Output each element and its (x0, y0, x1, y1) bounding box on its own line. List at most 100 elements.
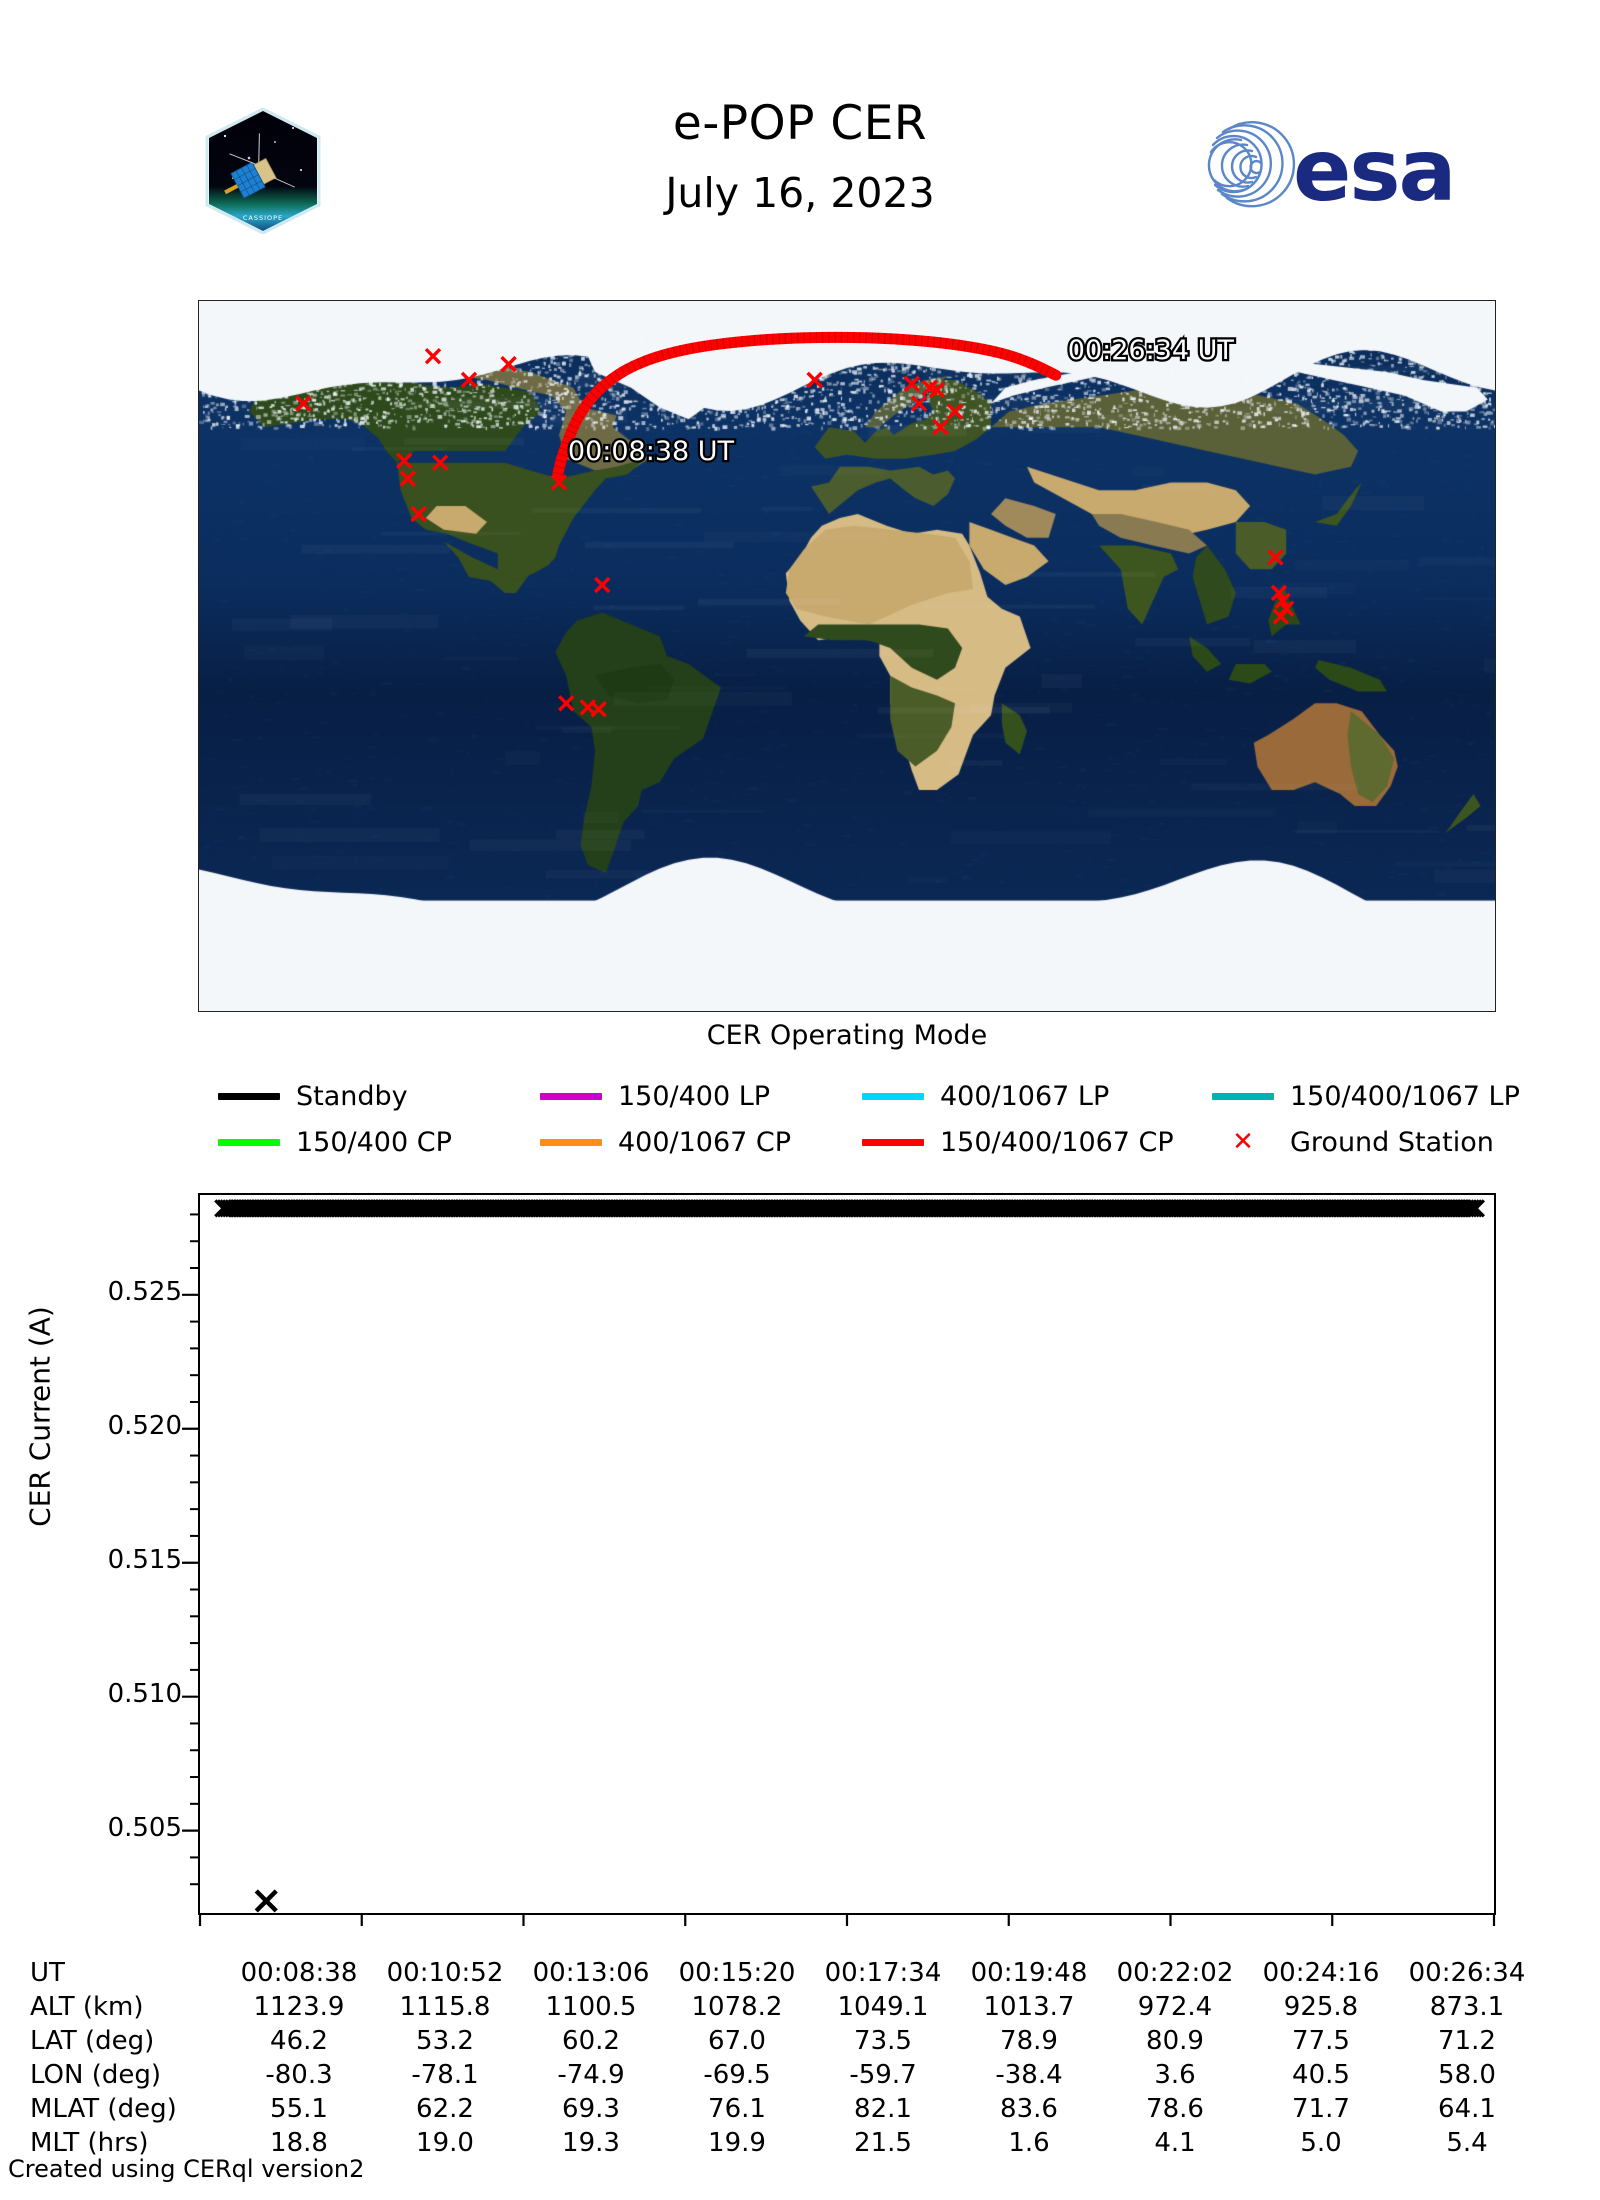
table-cell: 69.3 (518, 2092, 664, 2126)
legend-color-swatch (862, 1139, 924, 1146)
table-cell: 77.5 (1248, 2024, 1394, 2058)
cassiope-mission-logo-icon: CASSIOPE (205, 108, 321, 234)
table-cell: 19.0 (372, 2126, 518, 2160)
table-cell: 00:22:02 (1102, 1956, 1248, 1990)
table-cell: 4.1 (1102, 2126, 1248, 2160)
table-cell: 00:17:34 (810, 1956, 956, 1990)
table-row: ALT (km) 1123.9 1115.8 1100.5 1078.2 1049.1 10… (30, 1990, 1540, 2024)
ground-station-marker-icon (559, 696, 573, 710)
ground-station-marker-icon (592, 702, 606, 716)
table-cell: 83.6 (956, 2092, 1102, 2126)
table-cell: 925.8 (1248, 1990, 1394, 2024)
ground-station-marker-icon (1274, 610, 1288, 624)
table-cell: 1100.5 (518, 1990, 664, 2024)
table-cell: 67.0 (664, 2024, 810, 2058)
table-cell: 1049.1 (810, 1990, 956, 2024)
legend-entry-standby: Standby (218, 1073, 540, 1119)
table-row-header: LAT (deg) (30, 2024, 226, 2058)
table-cell: 1.6 (956, 2126, 1102, 2160)
table-cell: 00:24:16 (1248, 1956, 1394, 1990)
table-cell: 60.2 (518, 2024, 664, 2058)
ground-station-marker-icon (934, 420, 948, 434)
table-row-header: LON (deg) (30, 2058, 226, 2092)
plot-data-layer (200, 1195, 1494, 1913)
operating-mode-legend: Standby 150/400 LP 400/1067 LP 150/400/1067… (218, 1073, 1508, 1165)
svg-text:esa: esa (1293, 121, 1455, 221)
ground-station-marker-icon (948, 404, 962, 418)
table-cell: 76.1 (664, 2092, 810, 2126)
ground-station-marker-icon (462, 373, 476, 387)
y-axis-tick-label: 0.520 (52, 1413, 182, 1439)
table-cell: 19.3 (518, 2126, 664, 2160)
ground-station-marker-icon (595, 578, 609, 592)
legend-label: 400/1067 CP (618, 1127, 791, 1158)
legend-entry-150-400-1067-lp: 150/400/1067 LP (1212, 1073, 1508, 1119)
table-cell: 00:10:52 (372, 1956, 518, 1990)
ground-station-marker-icon (912, 397, 926, 411)
table-row-header: ALT (km) (30, 1990, 226, 2024)
table-row: UT 00:08:38 00:10:52 00:13:06 00:15:20 00:17:… (30, 1956, 1540, 1990)
table-cell: 3.6 (1102, 2058, 1248, 2092)
legend-color-swatch (540, 1093, 602, 1100)
ground-station-marker-icon (296, 397, 310, 411)
ephemeris-data-table: UT 00:08:38 00:10:52 00:13:06 00:15:20 00:17:… (30, 1956, 1570, 2160)
legend-label: Ground Station (1290, 1127, 1494, 1158)
table-cell: 40.5 (1248, 2058, 1394, 2092)
table-cell: 78.9 (956, 2024, 1102, 2058)
table-cell: 71.2 (1394, 2024, 1540, 2058)
map-caption: CER Operating Mode (198, 1020, 1496, 1051)
ground-station-marker-icon (1268, 550, 1282, 564)
outlier-current-point (256, 1891, 276, 1911)
table-cell: 1078.2 (664, 1990, 810, 2024)
y-axis-tick-label: 0.510 (52, 1681, 182, 1707)
table-cell: 00:26:34 (1394, 1956, 1540, 1990)
table-cell: 00:08:38 (226, 1956, 372, 1990)
legend-row: 150/400 CP 400/1067 CP 150/400/1067 CP ✕ Gro… (218, 1119, 1508, 1165)
table-row-header: UT (30, 1956, 226, 1990)
table-cell: 58.0 (1394, 2058, 1540, 2092)
table-cell: -80.3 (226, 2058, 372, 2092)
y-axis-tick-label: 0.505 (52, 1815, 182, 1841)
footer-credit: Created using CERql version2 (8, 2155, 364, 2183)
ephemeris-table: UT 00:08:38 00:10:52 00:13:06 00:15:20 00:17:… (30, 1956, 1540, 2160)
table-cell: 19.9 (664, 2126, 810, 2160)
svg-text:CASSIOPE: CASSIOPE (243, 214, 283, 222)
legend-color-swatch (862, 1093, 924, 1100)
legend-row: Standby 150/400 LP 400/1067 LP 150/400/1067… (218, 1073, 1508, 1119)
x-axis-tick-marks (198, 1915, 1498, 1933)
table-cell: 00:13:06 (518, 1956, 664, 1990)
y-axis-tick-label: 0.515 (52, 1547, 182, 1573)
legend-entry-400-1067-lp: 400/1067 LP (862, 1073, 1212, 1119)
legend-color-swatch (218, 1139, 280, 1146)
track-end-time-label: 00:26:34 UT (1068, 335, 1235, 366)
table-cell: 1115.8 (372, 1990, 518, 2024)
table-cell: 55.1 (226, 2092, 372, 2126)
table-cell: 00:19:48 (956, 1956, 1102, 1990)
page-header: CASSIOPE e-POP CER July 16, 2023 esa (0, 0, 1600, 290)
ground-station-marker-icon (808, 373, 822, 387)
y-axis-tick-label: 0.525 (52, 1279, 182, 1305)
title-block: e-POP CER July 16, 2023 (450, 100, 1150, 214)
table-cell: 21.5 (810, 2126, 956, 2160)
legend-color-swatch (540, 1139, 602, 1146)
legend-label: 150/400/1067 CP (940, 1127, 1174, 1158)
table-cell: 62.2 (372, 2092, 518, 2126)
table-cell: 64.1 (1394, 2092, 1540, 2126)
map-overlay-layer: 00:08:38 UT00:26:34 UT (199, 301, 1495, 1011)
table-cell: -78.1 (372, 2058, 518, 2092)
table-cell: 5.4 (1394, 2126, 1540, 2160)
legend-entry-400-1067-cp: 400/1067 CP (540, 1119, 862, 1165)
legend-label: Standby (296, 1081, 408, 1112)
table-cell: 82.1 (810, 2092, 956, 2126)
table-cell: 00:15:20 (664, 1956, 810, 1990)
table-cell: 80.9 (1102, 2024, 1248, 2058)
table-cell: 5.0 (1248, 2126, 1394, 2160)
ground-station-marker-icon (397, 454, 411, 468)
table-cell: 73.5 (810, 2024, 956, 2058)
legend-entry-ground-station: ✕ Ground Station (1212, 1119, 1508, 1165)
legend-color-swatch (1212, 1093, 1274, 1100)
table-cell: -74.9 (518, 2058, 664, 2092)
ground-station-marker-icon (433, 456, 447, 470)
table-cell: 53.2 (372, 2024, 518, 2058)
legend-entry-150-400-lp: 150/400 LP (540, 1073, 862, 1119)
